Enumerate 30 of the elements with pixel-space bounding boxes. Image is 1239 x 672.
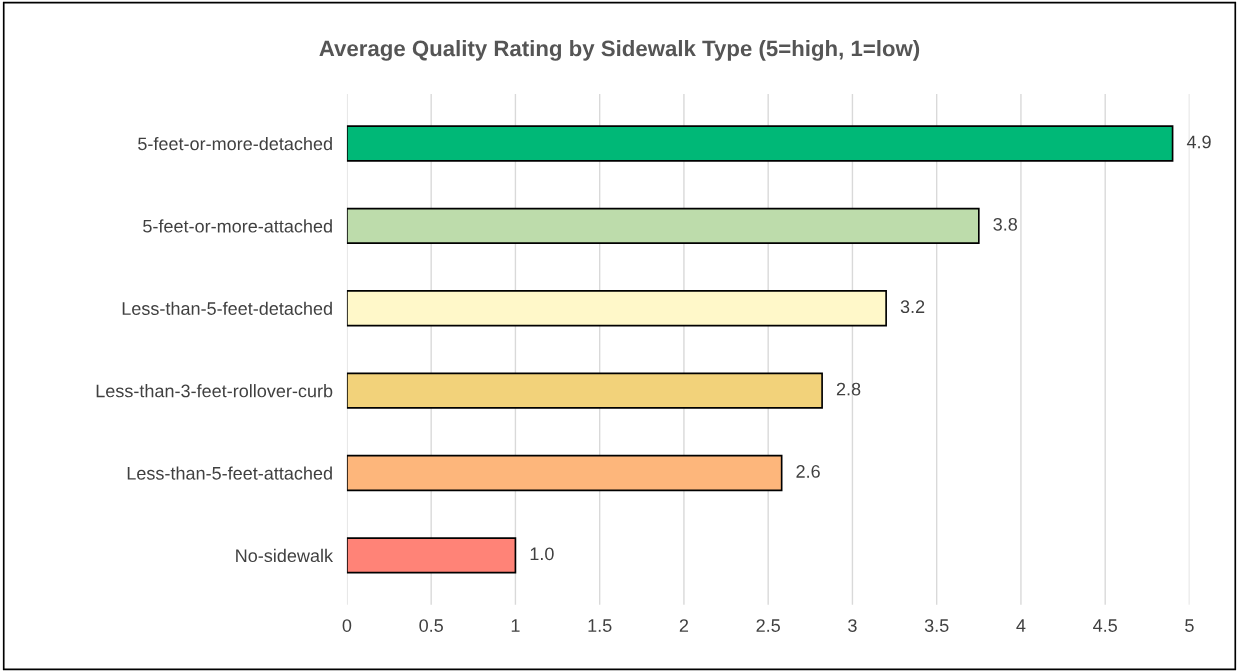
data-label: 3.2 <box>900 300 925 314</box>
chart-title: Average Quality Rating by Sidewalk Type (5=high, 1=low) <box>319 39 920 61</box>
x-tick-label: 5 <box>1185 619 1194 632</box>
x-tick-label: 0 <box>342 619 352 632</box>
y-tick-label: Less-than-5-feet-detached <box>122 301 332 315</box>
x-tick-label: 1 <box>511 619 520 632</box>
x-tick-label: 2.5 <box>756 619 780 632</box>
y-tick-label: Less-than-3-feet-rollover-curb <box>96 384 333 398</box>
x-tick-label: 4 <box>1016 619 1026 632</box>
data-label: 4.9 <box>1186 135 1211 149</box>
bar <box>346 372 823 409</box>
x-tick-label: 4.5 <box>1093 619 1117 632</box>
bar <box>346 125 1174 162</box>
bar <box>346 207 980 245</box>
y-tick-label: No-sidewalk <box>236 548 334 563</box>
data-label: 2.8 <box>836 382 861 396</box>
y-tick-label: 5-feet-or-more-attached <box>143 219 332 233</box>
x-tick-label: 0.5 <box>419 619 443 632</box>
bar <box>346 537 517 574</box>
data-label: 2.6 <box>796 465 820 478</box>
x-tick-label: 3.5 <box>924 619 949 632</box>
y-tick-label: 5-feet-or-more-detached <box>138 136 332 151</box>
y-tick-label: Less-than-5-feet-attached <box>127 466 332 480</box>
x-tick-label: 3 <box>848 619 857 632</box>
bar <box>346 454 783 492</box>
data-label: 3.8 <box>993 217 1018 231</box>
data-label: 1.0 <box>530 547 554 561</box>
x-tick-label: 1.5 <box>588 619 612 632</box>
x-tick-label: 2 <box>679 619 689 632</box>
bar <box>346 290 887 327</box>
